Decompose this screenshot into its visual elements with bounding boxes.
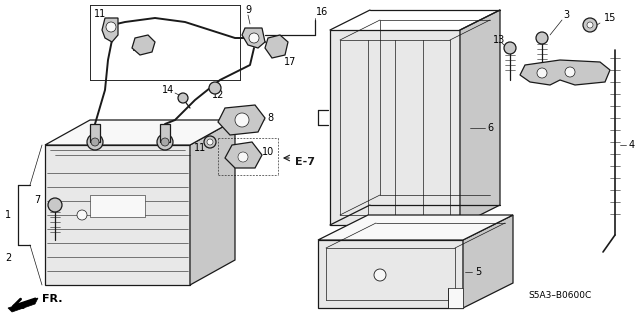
Text: 13: 13 [493,35,505,45]
Circle shape [161,138,169,146]
Text: 9: 9 [245,5,251,15]
Polygon shape [448,288,463,308]
Text: 8: 8 [267,113,273,123]
Circle shape [178,93,188,103]
Bar [90,124,100,142]
Circle shape [374,269,386,281]
Circle shape [91,138,99,146]
Text: 15: 15 [604,13,616,23]
Circle shape [504,42,516,54]
Text: 11: 11 [194,143,206,153]
Polygon shape [132,35,155,55]
Polygon shape [463,215,513,308]
Polygon shape [190,120,235,285]
Circle shape [209,82,221,94]
Text: 4: 4 [629,140,635,150]
Polygon shape [330,30,460,225]
Circle shape [238,152,248,162]
Polygon shape [520,60,610,85]
Circle shape [537,68,547,78]
Circle shape [235,113,249,127]
Polygon shape [225,142,262,168]
Circle shape [106,22,116,32]
Text: 10: 10 [132,43,144,53]
Text: 5: 5 [475,267,481,277]
Text: FR.: FR. [42,294,63,304]
Text: 6: 6 [487,123,493,133]
Circle shape [249,33,259,43]
Polygon shape [318,240,463,308]
Bar [90,5,240,80]
Circle shape [587,22,593,28]
Polygon shape [460,10,500,225]
Circle shape [204,136,216,148]
Circle shape [157,134,173,150]
Polygon shape [218,105,265,135]
Polygon shape [102,18,118,42]
Circle shape [565,67,575,77]
Bar [160,124,170,142]
Polygon shape [265,35,288,58]
Text: E-7: E-7 [295,157,315,167]
Circle shape [207,139,213,145]
Circle shape [536,32,548,44]
Circle shape [87,134,103,150]
Circle shape [583,18,597,32]
Bar [90,195,145,217]
Circle shape [77,210,87,220]
Text: 14: 14 [162,85,174,95]
Text: 2: 2 [5,253,11,263]
Text: 1: 1 [5,210,11,220]
Text: S5A3–B0600C: S5A3–B0600C [529,291,591,300]
Text: 10: 10 [262,147,274,157]
Text: 11: 11 [94,9,106,19]
Text: 3: 3 [563,10,569,20]
Polygon shape [242,28,265,48]
Polygon shape [45,145,190,285]
Text: 12: 12 [212,90,224,100]
Polygon shape [318,215,513,240]
Text: 16: 16 [316,7,328,17]
Text: 7: 7 [34,195,40,205]
Text: 17: 17 [284,57,296,67]
Polygon shape [45,120,235,145]
Circle shape [48,198,62,212]
Polygon shape [8,298,38,312]
